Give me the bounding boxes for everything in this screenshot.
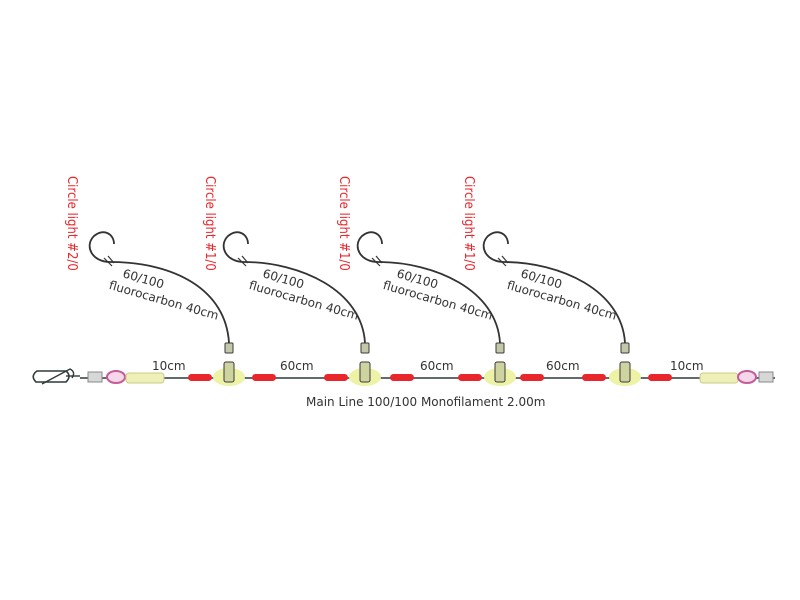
- bead: [458, 374, 482, 381]
- circle-hook-icon: [88, 231, 115, 263]
- segment-label-2: 60cm: [280, 359, 314, 373]
- segment-label-4: 60cm: [546, 359, 580, 373]
- hook-label-3: Circle light #1/0: [336, 176, 351, 271]
- swivel-body: [494, 361, 506, 383]
- swivel-body: [223, 361, 235, 383]
- main-line-label: Main Line 100/100 Monofilament 2.00m: [306, 395, 545, 409]
- segment-label-1: 10cm: [152, 359, 186, 373]
- leader-label-2: 60/100 fluorocarbon 40cm: [247, 266, 360, 323]
- bead: [520, 374, 544, 381]
- dropper-1: [88, 231, 245, 386]
- bead: [252, 374, 276, 381]
- leader-line2: fluorocarbon 40cm: [505, 278, 618, 323]
- leader-line2: fluorocarbon 40cm: [107, 278, 220, 323]
- loop-left-icon: [106, 370, 126, 384]
- sleeve-right: [699, 372, 739, 384]
- leader-line: [109, 261, 230, 344]
- circle-hook-icon: [356, 231, 383, 263]
- crimp-left: [87, 371, 103, 383]
- circle-hook-icon: [482, 231, 509, 263]
- leader-line2: fluorocarbon 40cm: [381, 278, 494, 323]
- crimp-right: [758, 371, 774, 383]
- beads: [188, 374, 672, 381]
- snap-clip-icon: [32, 368, 80, 385]
- circle-hook-icon: [222, 231, 249, 263]
- hook-label-2: Circle light #1/0: [202, 176, 217, 271]
- leader-line: [243, 261, 366, 344]
- leader-line2: fluorocarbon 40cm: [247, 278, 360, 323]
- dropper-3: [356, 231, 516, 386]
- bead: [390, 374, 414, 381]
- loop-right-icon: [737, 370, 757, 384]
- segment-label-3: 60cm: [420, 359, 454, 373]
- segment-label-5: 10cm: [670, 359, 704, 373]
- bead: [324, 374, 348, 381]
- hook-label-1: Circle light #2/0: [64, 176, 79, 271]
- leader-line: [377, 261, 501, 344]
- dropper-4: [482, 231, 641, 386]
- bead: [648, 374, 672, 381]
- dropper-2: [222, 231, 381, 386]
- bead: [188, 374, 212, 381]
- leader-line: [503, 261, 626, 344]
- bead: [582, 374, 606, 381]
- sleeve-left: [125, 372, 165, 384]
- swivel-body: [359, 361, 371, 383]
- swivel-body: [619, 361, 631, 383]
- hook-label-4: Circle light #1/0: [461, 176, 476, 271]
